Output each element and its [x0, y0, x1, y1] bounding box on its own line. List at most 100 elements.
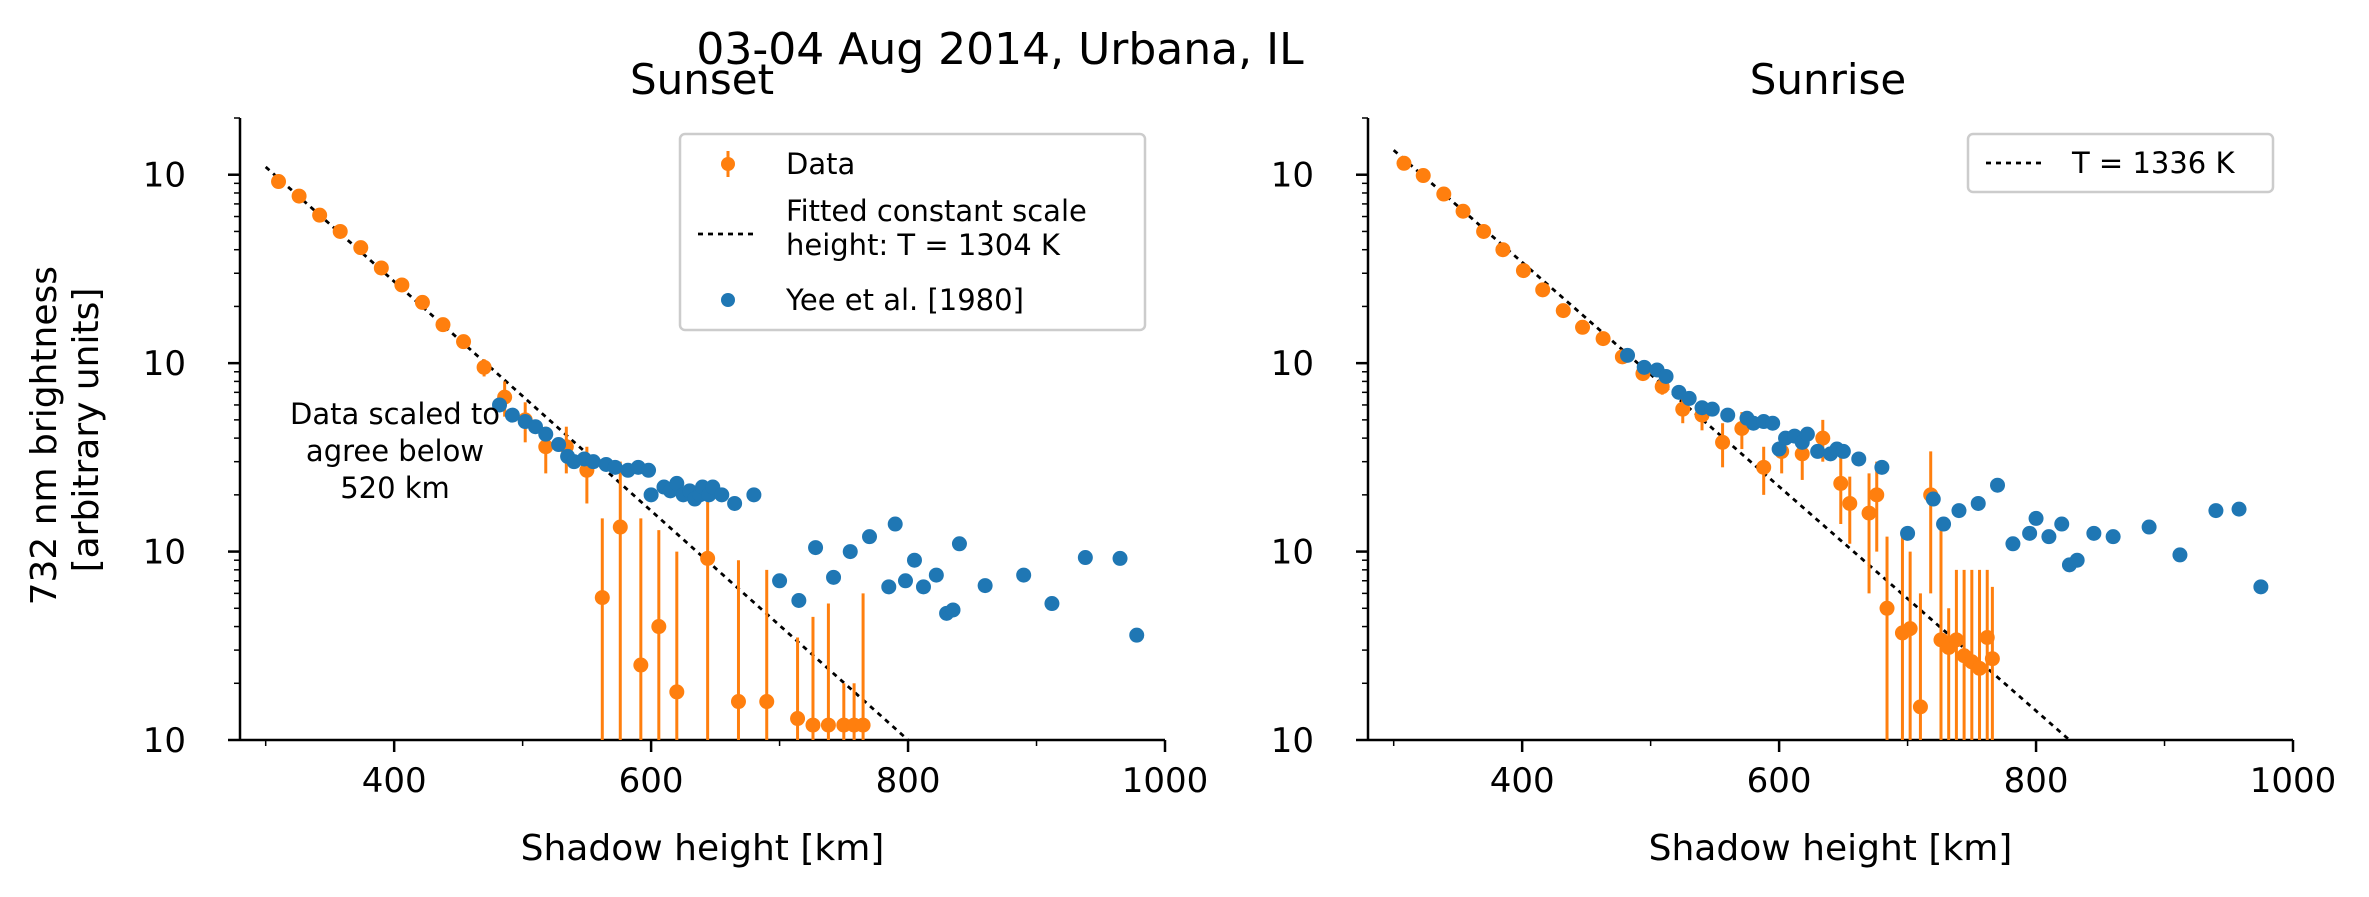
y-tick-label: 10 [143, 721, 186, 761]
data-point [538, 439, 554, 455]
yee-point [2069, 552, 2085, 568]
data-point [312, 207, 328, 223]
y-axis-label-line1: 732 nm brightness [24, 266, 65, 605]
data-point [790, 711, 806, 727]
yee-point [538, 426, 554, 442]
plot-area [264, 165, 1145, 740]
data-point [1879, 600, 1895, 616]
plot-area [1392, 149, 2269, 740]
yee-point [945, 602, 961, 618]
yee-point [1900, 525, 1916, 541]
data-point [1948, 632, 1964, 648]
legend-yee-label: Yee et al. [1980] [785, 283, 1024, 317]
data-point [353, 240, 369, 256]
yee-point [492, 397, 508, 413]
yee-point [842, 544, 858, 560]
data-point [594, 590, 610, 606]
yee-point [1874, 459, 1890, 475]
yee-point [2172, 547, 2188, 563]
data-point [855, 717, 871, 733]
y-tick-label: 10 [143, 533, 186, 573]
data-point [1415, 168, 1431, 184]
x-tick-label: 800 [876, 761, 941, 801]
x-tick-label: 400 [362, 761, 427, 801]
yee-point [2041, 529, 2057, 545]
yee-point [1771, 441, 1787, 457]
yee-point [2105, 529, 2121, 545]
data-point [1815, 430, 1831, 446]
data-point [612, 519, 628, 535]
yee-point [772, 573, 788, 589]
data-point [1555, 303, 1571, 319]
data-point [476, 359, 492, 375]
sunrise-panel: Sunrise4006008001000100101102103Shadow h… [1271, 55, 2337, 869]
legend: Data Fitted constant scale height: T = 130… [678, 132, 1147, 332]
x-tick-label: 600 [1747, 761, 1812, 801]
y-tick-label: 10 [1271, 533, 1314, 573]
data-point [836, 717, 852, 733]
x-axis-label: Shadow height [km] [521, 828, 885, 869]
data-point [700, 550, 716, 566]
data-point [1515, 263, 1531, 279]
yee-point [1799, 426, 1815, 442]
yee-point [826, 569, 842, 585]
x-axis-label: Shadow height [km] [1649, 828, 2013, 869]
data-point [1396, 155, 1412, 171]
yee-point [1951, 503, 1967, 519]
data-point [1495, 242, 1511, 258]
data-point [1476, 223, 1492, 239]
legend-fit-label: T = 1336 K [2071, 146, 2235, 180]
yee-point [1810, 443, 1826, 459]
data-point [373, 260, 389, 276]
x-tick-label: 1000 [1122, 761, 1209, 801]
suptitle: 03-04 Aug 2014, Urbana, IL [696, 24, 1304, 75]
legend-box [1966, 132, 2275, 194]
yee-point [504, 407, 520, 423]
yee-point [1765, 415, 1781, 431]
yee-point [2086, 525, 2102, 541]
data-point [1436, 186, 1452, 202]
yee-point [808, 540, 824, 556]
data-point [669, 684, 685, 700]
yee-point [1016, 567, 1032, 583]
data-point [1715, 434, 1731, 450]
legend-yee-marker [721, 293, 735, 307]
y-tick-label: 10 [143, 344, 186, 384]
annotation-line: 520 km [340, 471, 450, 505]
legend-box [678, 132, 1147, 332]
data-point [414, 294, 430, 310]
y-tick-label: 10 [143, 156, 186, 196]
yee-point [1112, 550, 1128, 566]
yee-point [2231, 501, 2247, 517]
yee-point [1851, 451, 1867, 467]
yee-point [2208, 503, 2224, 519]
yee-point [746, 487, 762, 503]
data-point [1595, 331, 1611, 347]
yee-point [1620, 347, 1636, 363]
data-point [1575, 319, 1591, 335]
y-axis-label: 732 nm brightness [arbitrary units] [24, 255, 107, 606]
scaling-annotation: Data scaled to agree below 520 km [290, 397, 500, 505]
y-tick-label: 10 [1271, 344, 1314, 384]
data-point [435, 317, 451, 333]
yee-point [977, 578, 993, 594]
yee-point [915, 579, 931, 595]
data-point [1535, 282, 1551, 298]
data-point [1861, 505, 1877, 521]
yee-point [2141, 519, 2157, 535]
data-point [633, 657, 649, 673]
legend: T = 1336 K [1966, 132, 2275, 194]
yee-point [585, 454, 601, 470]
yee-point [2028, 510, 2044, 526]
yee-point [669, 475, 685, 491]
panel-title: Sunrise [1750, 55, 1907, 104]
yee-point [1990, 477, 2006, 493]
y-axis-label-line2: [arbitrary units] [66, 288, 107, 573]
yee-point [897, 573, 913, 589]
yee-point [714, 487, 730, 503]
yee-point [951, 536, 967, 552]
yee-point [1835, 443, 1851, 459]
panel-title: Sunset [630, 55, 774, 104]
data-point [730, 694, 746, 710]
